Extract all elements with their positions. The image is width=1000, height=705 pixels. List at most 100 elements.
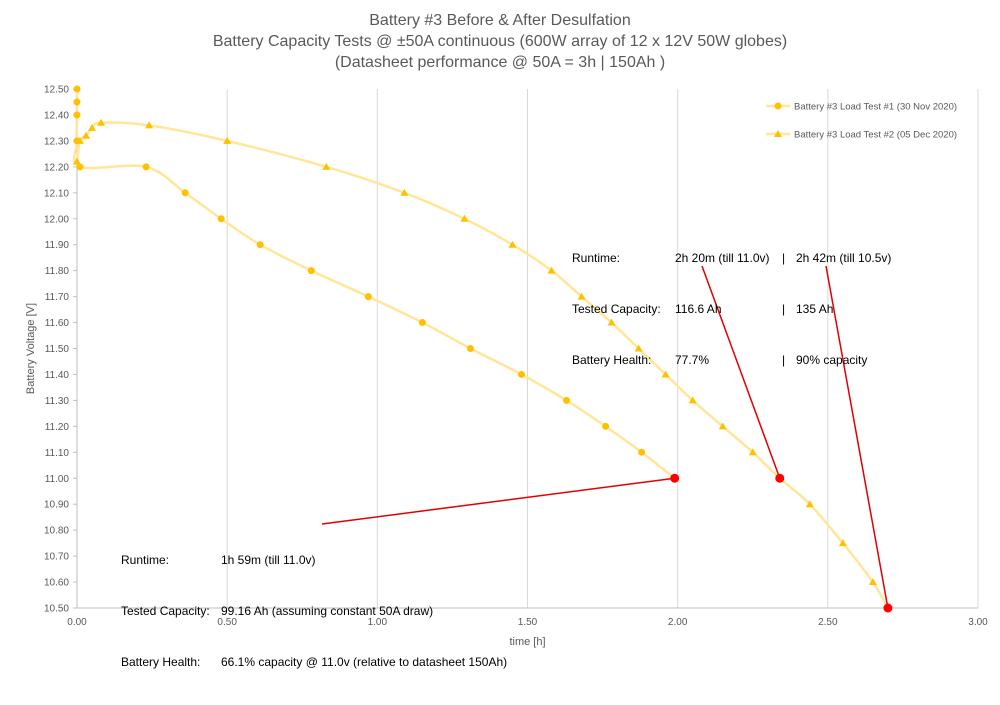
x-tick-label: 2.50: [818, 617, 838, 628]
y-tick-label: 10.50: [44, 604, 69, 615]
data-point: [256, 241, 264, 249]
annotation-value: 99.16 Ah (assuming constant 50A draw): [221, 604, 434, 618]
data-point: [607, 318, 616, 326]
annotation-row: Battery Health: 77.7% | 90% capacity: [572, 352, 891, 369]
highlight-point: [670, 473, 680, 483]
data-point: [364, 293, 372, 301]
y-tick-label: 12.40: [44, 110, 69, 121]
y-tick-label: 10.70: [44, 552, 69, 563]
data-point: [76, 163, 84, 171]
annotation-value-2: 2h 42m (till 10.5v): [796, 251, 892, 265]
data-point: [322, 162, 331, 170]
data-point: [748, 448, 757, 456]
y-tick-label: 11.60: [45, 318, 70, 329]
data-point: [718, 422, 727, 430]
legend-label: Battery #3 Load Test #2 (05 Dec 2020): [794, 130, 957, 141]
data-point: [602, 422, 610, 430]
y-tick-label: 11.90: [45, 240, 70, 251]
annotation-label: Battery Health:: [121, 655, 201, 669]
data-point: [634, 344, 643, 352]
y-tick-label: 11.10: [45, 448, 70, 459]
annotation-label: Battery Health:: [572, 353, 652, 367]
annotation-value: 77.7%: [675, 353, 710, 367]
data-point: [517, 370, 525, 378]
callout-line: [321, 477, 675, 525]
annotation-value-2: 135 Ah: [796, 302, 834, 316]
x-tick-label: 0.50: [217, 617, 237, 628]
data-point: [805, 500, 814, 508]
data-point: [97, 118, 106, 126]
y-tick-label: 12.20: [44, 162, 69, 173]
chart-title: Battery #3 Before & After Desulfation: [369, 12, 631, 29]
annotation-label: Tested Capacity:: [572, 302, 661, 316]
data-point: [661, 370, 670, 378]
y-tick-label: 10.80: [44, 526, 69, 537]
data-point: [418, 319, 426, 327]
annotation-value-2: 90% capacity: [796, 353, 868, 367]
data-point: [838, 539, 847, 547]
y-tick-label: 10.60: [44, 578, 69, 589]
chart-subtitle-2: (Datasheet performance @ 50A = 3h | 150A…: [334, 54, 666, 71]
legend-marker: [774, 130, 782, 137]
data-point: [217, 215, 225, 223]
data-point: [73, 98, 81, 106]
legend-label: Battery #3 Load Test #1 (30 Nov 2020): [794, 102, 957, 113]
y-tick-label: 12.50: [44, 85, 69, 96]
data-point: [82, 131, 91, 139]
x-tick-label: 2.00: [668, 617, 688, 628]
x-tick-label: 0.00: [67, 617, 87, 628]
x-tick-label: 1.00: [368, 617, 388, 628]
annotation-label: Runtime:: [121, 553, 170, 567]
data-point: [181, 189, 189, 197]
annotation-value: 1h 59m (till 11.0v): [221, 553, 316, 567]
data-point: [142, 163, 150, 171]
legend-marker: [774, 102, 782, 110]
data-point: [307, 267, 315, 275]
annotation-value: 116.6 Ah: [675, 302, 722, 316]
data-point: [547, 266, 556, 274]
data-point: [638, 448, 646, 456]
y-tick-label: 11.00: [45, 474, 70, 485]
y-tick-label: 11.70: [45, 292, 70, 303]
annotation-row: Runtime: 1h 59m (till 11.0v): [121, 552, 507, 569]
chart: Battery #3 Before & After Desulfation Ba…: [0, 10, 1000, 669]
highlight-point: [883, 603, 893, 613]
plot-area: 0.00 0.50 1.00 1.50 2.00 2.50 3.00 10.50 10.60 10…: [25, 85, 988, 649]
data-point: [460, 214, 469, 222]
y-tick-label: 12.30: [44, 136, 69, 147]
y-tick-label: 12.10: [44, 188, 69, 199]
x-axis-label: time [h]: [509, 636, 545, 648]
y-axis-label: Battery Voltage [V]: [25, 303, 37, 394]
data-point: [145, 121, 154, 129]
annotation-label: Runtime:: [572, 251, 621, 265]
annotation-test2: Runtime: 2h 20m (till 11.0v) | 2h 42m (till…: [572, 216, 891, 403]
annotation-label: Tested Capacity:: [121, 604, 210, 618]
annotation-separator: |: [782, 353, 786, 367]
y-tick-label: 11.80: [45, 266, 70, 277]
annotation-row: Battery Health: 66.1% capacity @ 11.0v (r…: [121, 654, 507, 671]
annotation-value: 66.1% capacity @ 11.0v (relative to data…: [221, 655, 508, 669]
data-point: [76, 136, 85, 144]
data-point: [563, 396, 571, 404]
x-tick-label: 1.50: [518, 617, 538, 628]
y-tick-label: 10.90: [44, 500, 69, 511]
data-point: [577, 292, 586, 300]
x-tick-label: 3.00: [968, 617, 988, 628]
annotation-separator: |: [782, 251, 786, 265]
annotation-row: Tested Capacity: 99.16 Ah (assuming const…: [121, 603, 507, 620]
data-point: [73, 111, 81, 119]
callout-line: [701, 265, 781, 479]
chart-subtitle: Battery Capacity Tests @ ±50A continuous…: [212, 33, 788, 50]
data-point: [73, 157, 81, 165]
data-point: [223, 136, 232, 144]
y-tick-label: 11.20: [45, 422, 70, 433]
annotation-test1: Runtime: 1h 59m (till 11.0v) Tested Capac…: [121, 518, 507, 705]
data-point: [688, 396, 697, 404]
annotation-separator: |: [782, 302, 786, 316]
data-point: [868, 578, 877, 586]
y-tick-label: 11.50: [45, 344, 70, 355]
chart-titles: Battery #3 Before & After Desulfation Ba…: [0, 10, 1000, 73]
y-tick-label: 11.30: [45, 396, 70, 407]
y-tick-label: 11.40: [45, 370, 70, 381]
annotation-row: Runtime: 2h 20m (till 11.0v) | 2h 42m (till…: [572, 250, 891, 267]
